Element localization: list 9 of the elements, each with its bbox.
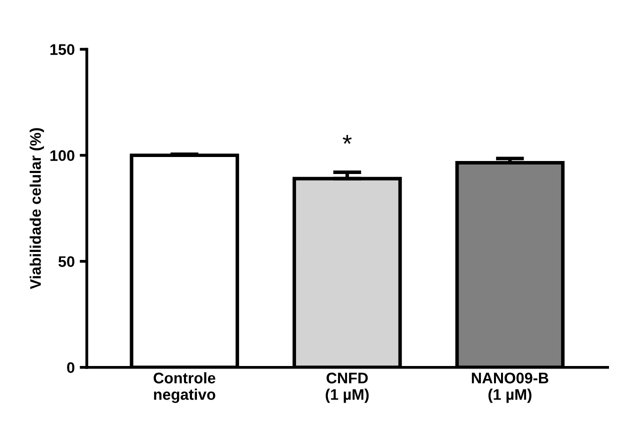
y-tick-label: 50	[58, 256, 74, 268]
y-tick-label: 150	[50, 44, 74, 55]
x-tick-label: NANO09-B (1 µM)	[472, 372, 548, 403]
x-tick-label: CNFD (1 µM)	[326, 372, 369, 403]
x-tick-label: Controle negativo	[154, 372, 216, 403]
y-axis-title: Viabilidade celular (%)	[30, 128, 44, 290]
y-tick-label: 0	[67, 362, 74, 374]
y-tick-label: 100	[50, 150, 74, 161]
annotation: *	[342, 135, 352, 144]
